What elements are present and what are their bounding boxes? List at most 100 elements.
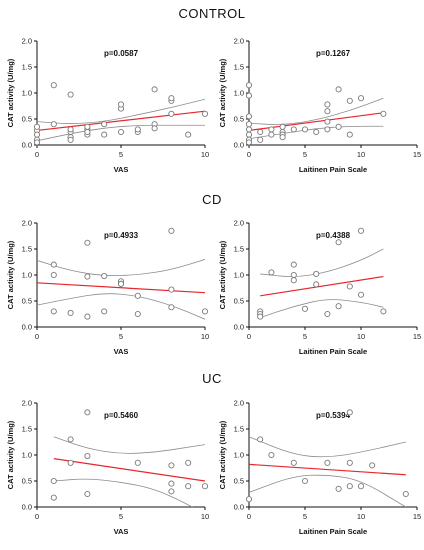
x-axis-title: Laitinen Pain Scale: [299, 347, 367, 356]
data-point: [369, 462, 376, 469]
data-point: [380, 110, 387, 117]
confidence-band-upper: [249, 97, 384, 125]
data-point: [324, 101, 331, 108]
data-point: [101, 131, 108, 138]
y-tick-label: 1.0: [22, 89, 32, 98]
confidence-band-lower: [37, 124, 205, 142]
section-title-control: CONTROL: [178, 6, 246, 21]
y-axis-title: CAT activity (U/mg): [6, 240, 15, 309]
y-tick-label: 2.0: [234, 219, 244, 228]
x-tick-label: 15: [413, 150, 421, 159]
x-tick-label: 0: [247, 512, 251, 521]
data-point: [33, 131, 41, 138]
p-value-label: p=0.0587: [104, 49, 139, 58]
data-point: [245, 131, 253, 138]
data-point: [67, 136, 74, 143]
y-tick-label: 0.5: [234, 297, 244, 306]
x-axis-title: VAS: [114, 347, 129, 356]
data-point: [84, 128, 91, 136]
data-point: [245, 121, 253, 128]
p-value-label: p=0.1267: [316, 49, 351, 58]
x-axis-title: Laitinen Pain Scale: [299, 165, 367, 174]
chart-uc-vas: 0.0 0.5 1.0 1.5 2.0 0 5 10 VAS CAT activity (U/mg…: [6, 399, 209, 537]
data-point: [290, 126, 297, 133]
data-point: [335, 485, 342, 492]
data-point: [185, 483, 192, 490]
x-tick-label: 5: [119, 150, 123, 159]
data-point: [168, 304, 175, 311]
data-point: [84, 313, 91, 320]
data-point: [168, 110, 175, 117]
p-value-label: p=0.4933: [104, 231, 139, 240]
data-point: [67, 309, 74, 317]
data-point: [50, 308, 57, 315]
data-point: [245, 92, 253, 99]
data-point: [185, 459, 192, 466]
y-tick-label: 2.0: [234, 37, 244, 46]
y-tick-label: 2.0: [22, 37, 32, 46]
data-point: [268, 131, 275, 138]
regression-line: [37, 282, 205, 294]
x-tick-label: 5: [303, 150, 307, 159]
data-point: [245, 139, 253, 146]
y-tick-label: 1.0: [234, 451, 244, 460]
data-point: [268, 269, 275, 276]
data-point: [50, 82, 57, 89]
data-point: [346, 459, 353, 466]
y-tick-label: 1.0: [234, 271, 244, 280]
y-tick-label: 0.0: [22, 141, 32, 150]
data-point: [257, 436, 264, 443]
x-tick-label: 10: [357, 332, 365, 341]
data-point: [313, 281, 320, 288]
data-point: [346, 131, 353, 138]
data-point: [50, 477, 57, 485]
data-point: [168, 480, 175, 487]
chart-cd-laitinen: 0.0 0.5 1.0 1.5 2.0 0 5 10 15 Laitinen Pain Scale…: [218, 219, 421, 357]
y-tick-label: 1.5: [234, 245, 244, 254]
data-point: [50, 271, 57, 279]
x-tick-label: 10: [201, 150, 209, 159]
confidence-band-lower: [249, 125, 384, 140]
chart-control-laitinen: 0.0 0.5 1.0 1.5 2.0 0 5 10 15 Laitinen Pain Scale…: [218, 37, 421, 175]
x-tick-label: 5: [303, 332, 307, 341]
confidence-band-lower: [53, 478, 193, 507]
data-point: [185, 131, 192, 138]
data-point: [357, 227, 365, 234]
data-point: [346, 483, 353, 490]
x-tick-label: 15: [413, 512, 421, 521]
data-point: [357, 291, 365, 298]
data-point: [268, 451, 275, 459]
data-point: [324, 126, 331, 133]
data-point: [117, 128, 125, 136]
data-point: [67, 126, 74, 133]
data-point: [335, 86, 342, 93]
data-point: [67, 436, 74, 443]
data-point: [201, 308, 209, 315]
data-point: [245, 82, 253, 89]
y-tick-label: 0.5: [22, 115, 32, 124]
y-tick-label: 1.5: [22, 425, 32, 434]
data-point: [290, 261, 297, 268]
y-tick-label: 0.0: [234, 323, 244, 332]
regression-line: [249, 463, 406, 476]
x-tick-label: 10: [357, 150, 365, 159]
data-point: [268, 126, 275, 133]
data-point: [301, 126, 309, 133]
y-tick-label: 1.5: [234, 425, 244, 434]
x-axis-title: VAS: [114, 527, 129, 536]
data-point: [168, 95, 175, 102]
y-tick-label: 1.5: [22, 245, 32, 254]
data-point: [257, 313, 264, 320]
x-tick-label: 0: [247, 150, 251, 159]
data-point: [134, 310, 141, 318]
data-point: [290, 277, 297, 284]
section-title-cd: CD: [202, 192, 222, 207]
data-point: [168, 462, 175, 469]
chart-cd-vas: 0.0 0.5 1.0 1.5 2.0 0 5 10 VAS CAT activity (U/mg…: [6, 219, 209, 357]
data-point: [33, 123, 41, 130]
y-axis-title: CAT activity (U/mg): [218, 58, 227, 127]
data-point: [84, 409, 91, 416]
data-point: [134, 126, 141, 133]
data-point: [324, 310, 331, 318]
y-tick-label: 1.0: [22, 271, 32, 280]
